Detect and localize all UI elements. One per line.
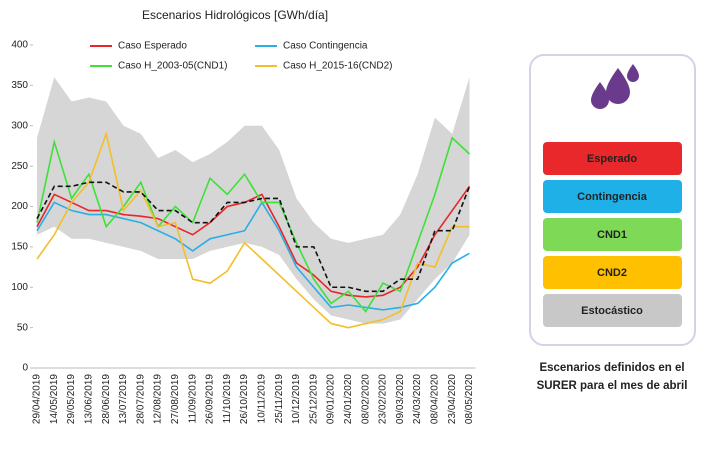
x-tick-label: 10/11/2019 [257,374,268,424]
y-tick-label: 350 [11,80,28,91]
scenario-label: CND2 [597,267,627,279]
scenario-label: Contingencia [577,191,648,203]
x-tick-label: 13/07/2019 [118,374,129,424]
x-tick-label: 11/09/2019 [187,374,198,424]
x-tick-label: 25/12/2019 [308,374,319,424]
scenario-label: Esperado [587,153,637,165]
x-tick-label: 13/06/2019 [84,374,95,424]
x-tick-label: 29/05/2019 [66,374,77,424]
scenario-label: CND1 [597,229,627,241]
y-tick-label: 0 [22,363,28,374]
y-tick-label: 50 [17,322,29,333]
x-tick-label: 27/08/2019 [170,374,181,424]
x-tick-label: 24/01/2020 [343,374,354,424]
x-tick-label: 08/02/2020 [360,374,371,424]
scenario-button [543,256,682,289]
scenario-button [543,142,682,175]
x-tick-label: 09/03/2020 [395,374,406,424]
x-tick-label: 10/12/2019 [291,374,302,424]
chart-title: Escenarios Hidrológicos [GWh/día] [142,8,328,22]
x-tick-label: 24/03/2020 [412,374,423,424]
x-tick-label: 28/07/2019 [135,374,146,424]
x-tick-label: 08/05/2020 [464,374,475,424]
x-tick-label: 09/01/2020 [326,374,337,424]
y-tick-label: 100 [11,282,28,293]
x-tick-label: 26/10/2019 [239,374,250,424]
y-tick-label: 250 [11,161,28,172]
x-tick-label: 12/08/2019 [153,374,164,424]
legend-label: Caso H_2003-05(CND1) [118,61,228,72]
scenario-label: Estocástico [581,305,643,317]
scenario-button [543,218,682,251]
x-tick-label: 08/04/2020 [430,374,441,424]
y-tick-label: 150 [11,242,28,253]
x-tick-label: 11/10/2019 [222,374,233,424]
drops-icon [591,64,639,109]
legend-label: Caso H_2015-16(CND2) [283,61,393,72]
scenario-button [543,180,682,213]
y-tick-label: 400 [11,40,28,51]
series-line [36,200,470,311]
y-tick-label: 300 [11,120,28,131]
panel-caption: SURER para el mes de abril [537,380,688,392]
x-tick-label: 23/02/2020 [378,374,389,424]
series-line [36,130,470,329]
panel-caption: Escenarios definidos en el [539,362,684,374]
x-tick-label: 29/04/2019 [32,374,43,424]
series-line [36,185,471,298]
x-tick-label: 28/06/2019 [101,374,112,424]
x-tick-label: 25/11/2019 [274,374,285,424]
median-line [36,181,471,293]
x-tick-label: 26/09/2019 [205,374,216,424]
x-tick-label: 14/05/2019 [49,374,60,424]
legend-label: Caso Contingencia [283,41,368,52]
x-tick-label: 23/04/2020 [447,374,458,424]
y-tick-label: 200 [11,201,28,212]
legend-label: Caso Esperado [118,41,187,52]
scenario-button [543,294,682,327]
series-line [36,136,471,313]
